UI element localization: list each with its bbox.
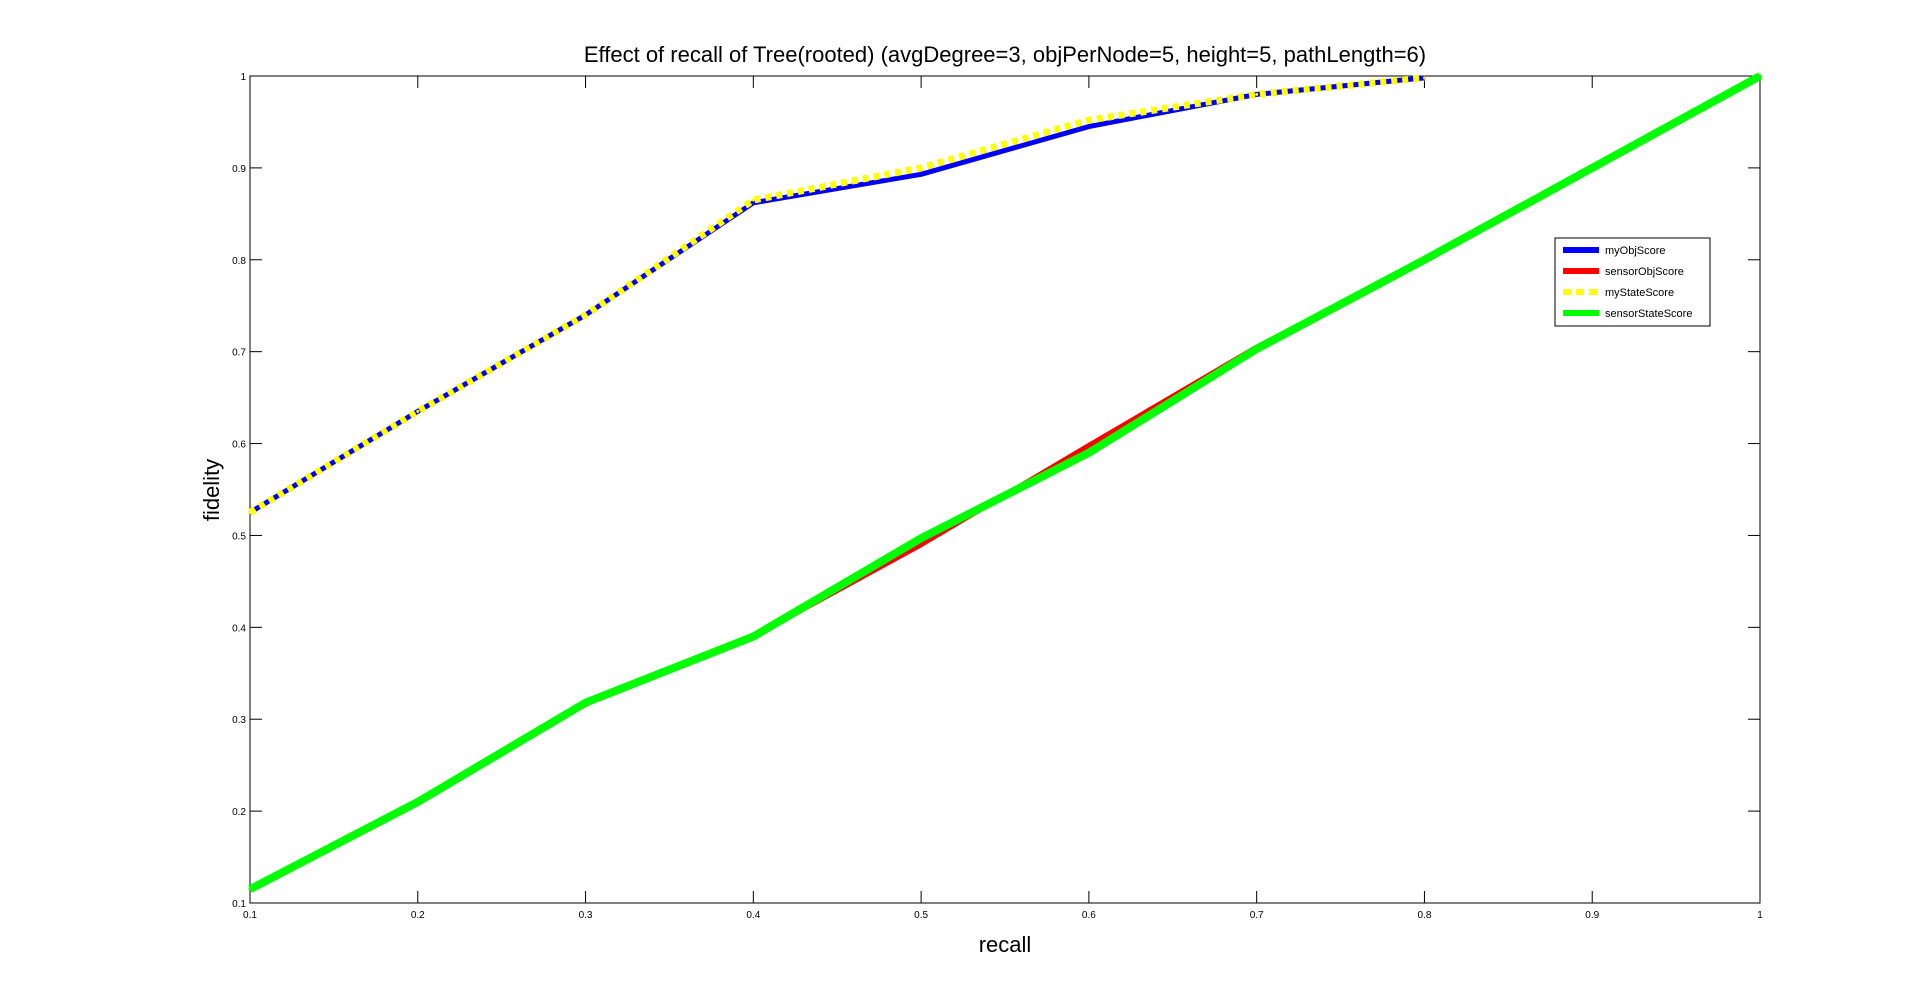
series-layer — [248, 72, 1762, 893]
data-point-sensorObjScore — [1087, 443, 1091, 447]
data-point-sensorStateScore — [1255, 347, 1259, 351]
series-line-myStateScore — [248, 74, 1425, 516]
legend-label-myStateScore: myStateScore — [1605, 287, 1674, 299]
data-point-sensorStateScore — [919, 536, 923, 540]
legend-label-myObjScore: myObjScore — [1605, 245, 1666, 257]
data-point-sensorObjScore — [919, 543, 923, 547]
x-tick-label: 0.1 — [243, 910, 257, 921]
data-point-myStateScore — [416, 409, 420, 413]
data-point-sensorStateScore — [416, 800, 420, 804]
y-tick-label: 0.1 — [232, 899, 246, 910]
x-tick-label: 0.5 — [914, 910, 928, 921]
x-tick-label: 0.7 — [1250, 910, 1264, 921]
data-point-sensorStateScore — [584, 701, 588, 705]
y-axis-label: fidelity — [199, 459, 224, 521]
x-tick-label: 0.8 — [1417, 910, 1431, 921]
y-tick-label: 0.8 — [232, 256, 246, 267]
legend-label-sensorStateScore: sensorStateScore — [1605, 308, 1692, 320]
legend-label-sensorObjScore: sensorObjScore — [1605, 266, 1684, 278]
data-point-sensorStateScore — [751, 635, 755, 639]
x-tick-label: 0.3 — [579, 910, 593, 921]
data-point-myStateScore — [751, 198, 755, 202]
data-point-myStateScore — [1087, 118, 1091, 122]
x-tick-label: 0.6 — [1082, 910, 1096, 921]
data-point-myStateScore — [1422, 76, 1426, 80]
y-tick-label: 0.2 — [232, 807, 246, 818]
legend: myObjScore sensorObjScore myStateScore sens… — [1554, 237, 1711, 327]
axis-ticks: 0.1 0.2 0.3 0.4 0.5 0.6 0.7 0.8 0.9 1 0.1 0.2 0.3 0.4… — [232, 72, 1763, 921]
data-point-myStateScore — [248, 510, 252, 514]
data-point-sensorStateScore — [1087, 451, 1091, 455]
data-point-sensorStateScore — [1758, 74, 1762, 78]
series-line-sensorStateScore — [248, 72, 1762, 893]
y-tick-label: 0.5 — [232, 531, 246, 542]
data-point-sensorStateScore — [1422, 258, 1426, 262]
data-point-sensorStateScore — [1590, 166, 1594, 170]
data-point-myStateScore — [584, 313, 588, 317]
y-tick-label: 0.9 — [232, 164, 246, 175]
data-point-myObjScore — [919, 172, 923, 176]
data-point-sensorStateScore — [248, 887, 252, 891]
x-tick-label: 0.4 — [746, 910, 760, 921]
y-tick-label: 0.6 — [232, 440, 246, 451]
data-point-myObjScore — [1087, 125, 1091, 129]
x-axis-label: recall — [979, 932, 1032, 957]
y-tick-label: 1 — [240, 72, 246, 83]
chart-title: Effect of recall of Tree(rooted) (avgDeg… — [584, 42, 1426, 67]
x-tick-label: 1 — [1757, 910, 1763, 921]
data-point-myStateScore — [919, 166, 923, 170]
data-point-myStateScore — [1255, 92, 1259, 96]
x-tick-label: 0.2 — [411, 910, 425, 921]
data-point-myObjScore — [751, 201, 755, 205]
y-tick-label: 0.4 — [232, 623, 246, 634]
x-tick-label: 0.9 — [1585, 910, 1599, 921]
y-tick-label: 0.7 — [232, 348, 246, 359]
y-tick-label: 0.3 — [232, 715, 246, 726]
